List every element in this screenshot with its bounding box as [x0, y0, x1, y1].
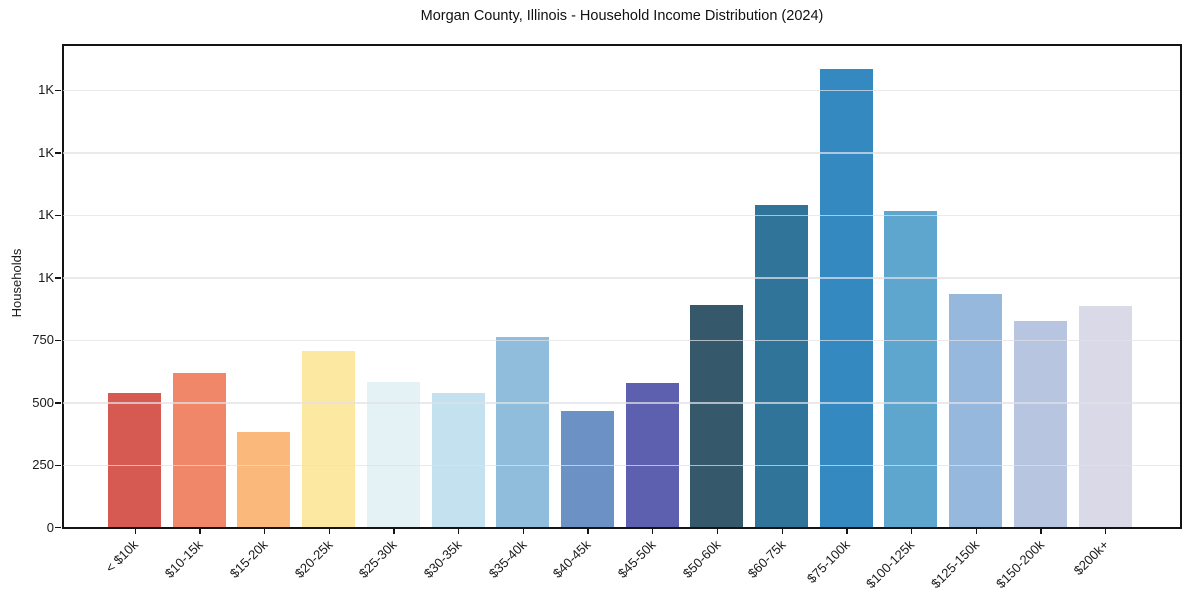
x-tick-mark: [263, 528, 266, 534]
x-tick-mark: [1040, 528, 1042, 534]
y-tick-mark: [55, 152, 61, 154]
y-tick-mark: [55, 464, 61, 466]
x-tick-mark: [910, 528, 913, 534]
bar: [431, 393, 485, 527]
bar: [625, 383, 679, 527]
bar: [819, 68, 873, 527]
plot-top-spine: [62, 44, 1182, 46]
x-tick-mark: [328, 528, 330, 534]
y-tick-mark: [55, 339, 61, 342]
gridline: [63, 464, 1180, 466]
x-tick-mark: [199, 528, 201, 534]
y-tick-label: 500: [32, 394, 54, 410]
plot-left-spine: [62, 44, 64, 529]
x-tick-mark: [846, 528, 848, 534]
bar: [237, 432, 291, 527]
gridline: [63, 214, 1180, 217]
x-tick-mark: [458, 528, 460, 534]
x-tick-mark: [587, 528, 589, 534]
bar: [366, 382, 420, 527]
x-tick-mark: [975, 528, 977, 534]
gridline: [63, 339, 1180, 342]
x-tick-mark: [781, 528, 783, 534]
x-tick-mark: [134, 528, 136, 534]
x-tick-mark: [716, 528, 719, 534]
bar: [949, 293, 1003, 527]
y-tick-mark: [55, 277, 61, 279]
y-tick-label: 1K: [38, 82, 54, 98]
bar: [690, 304, 744, 527]
y-tick-label: 0: [46, 519, 54, 535]
bar: [1078, 305, 1132, 527]
bar: [496, 337, 550, 527]
bar: [560, 410, 614, 527]
bar: [884, 211, 938, 527]
x-tick-mark: [522, 528, 525, 534]
y-tick-mark: [55, 527, 61, 529]
chart-title: Morgan County, Illinois - Household Inco…: [420, 8, 824, 24]
y-tick-label: 1K: [38, 269, 54, 285]
y-tick-label: 1K: [38, 144, 54, 160]
y-tick-label: 750: [32, 332, 54, 348]
y-tick-mark: [55, 214, 61, 217]
bar: [108, 393, 161, 527]
bar: [755, 204, 808, 527]
gridline: [63, 277, 1180, 279]
plot-bottom-spine: [62, 527, 1182, 529]
gridline: [63, 402, 1180, 404]
bar: [172, 373, 226, 527]
gridline: [63, 152, 1180, 154]
y-tick-label: 1K: [38, 207, 54, 223]
x-tick-mark: [393, 528, 395, 534]
plot-right-spine: [1180, 44, 1182, 529]
bar: [302, 350, 356, 527]
x-tick-mark: [1105, 528, 1107, 534]
y-tick-label: 250: [32, 457, 54, 473]
gridline: [63, 89, 1180, 92]
y-tick-mark: [55, 402, 61, 404]
plot-area: [63, 45, 1180, 527]
y-tick-mark: [55, 89, 61, 92]
bar: [1013, 320, 1067, 527]
x-tick-mark: [652, 528, 654, 534]
